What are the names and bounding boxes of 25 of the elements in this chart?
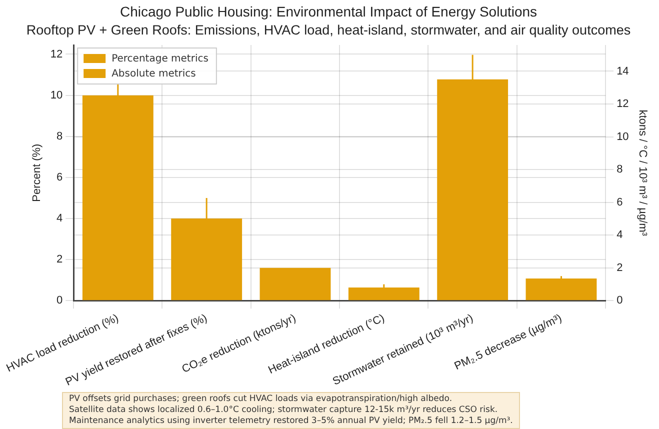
legend-label: Percentage metrics: [112, 54, 208, 65]
y-tick-label: 0: [56, 294, 63, 307]
y2-tick-label: 6: [616, 196, 623, 208]
bar: [348, 288, 420, 300]
y-tick-label: 8: [56, 130, 63, 142]
y2-tick-label: 14: [616, 65, 629, 78]
y-axis-title: Percent (%): [30, 144, 43, 202]
y-tick-label: 6: [56, 171, 63, 184]
y2-tick-label: 10: [616, 130, 629, 143]
y2-tick-label: 12: [616, 98, 629, 110]
text: PV offsets grid purchases; green roofs cut HVAC loads via evapotranspiration/high albedo. Satellite data shows localized 0.6–1.0°C cooling; stormwater capture 12-15k m³/yr reduces CSO risk. Maintenance analytics using inverter telemetry restored 3–5% annual PV yield; PM₂.5 fell 1.2–1.5 µg/m³.: [62, 392, 520, 429]
y2-tick-label: 4: [616, 229, 623, 242]
y-tick-label: 10: [50, 89, 63, 102]
y-tick-label: 4: [56, 212, 63, 225]
bar: [260, 268, 331, 300]
y2-tick-label: 2: [616, 262, 623, 274]
chart-title: Chicago Public Housing: Environmental Impact of Energy Solutions: [120, 3, 538, 20]
y2-tick-label: 0: [616, 294, 623, 307]
bar: [526, 278, 597, 300]
y2-axis-title: ktons / °C / 10³ m³ / µg/m³: [636, 110, 648, 236]
y2-tick-label: 8: [616, 164, 623, 176]
y-tick-label: 12: [50, 48, 63, 60]
chart-subtitle: Rooftop PV + Green Roofs: Emissions, HVAC load, heat-island, stormwater, and air quality outcomes: [26, 22, 631, 38]
y-tick-label: 2: [56, 254, 63, 266]
legend-label: Absolute metrics: [112, 68, 196, 80]
